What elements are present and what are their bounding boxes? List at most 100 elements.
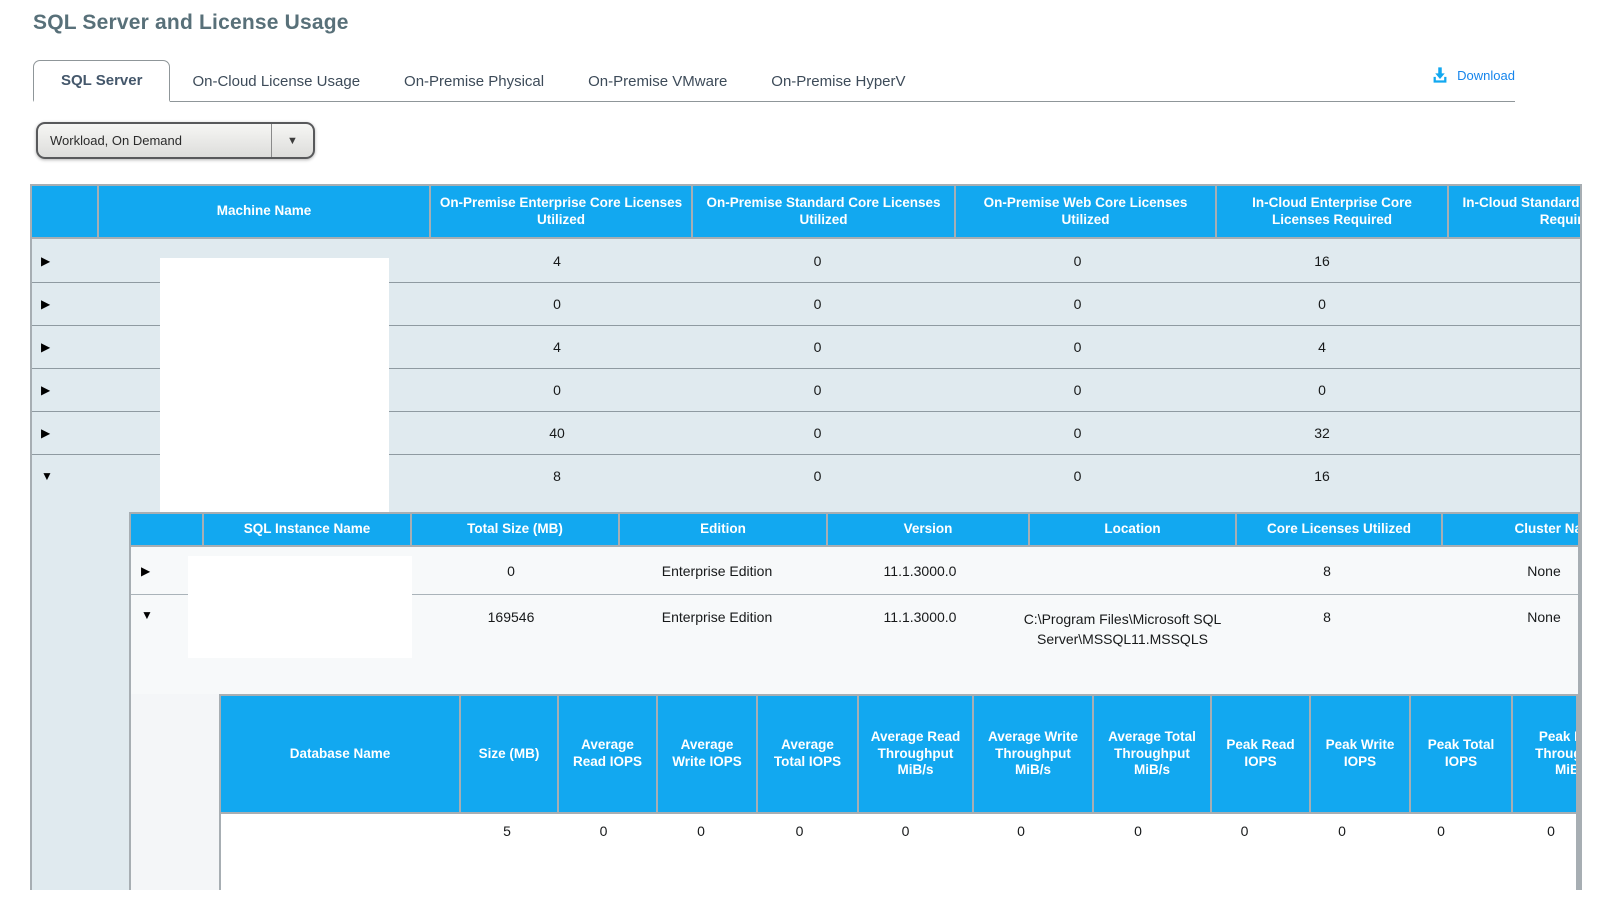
database-row: 5 0 0 0 0 0 0 0 0 0 0 — [221, 814, 1576, 890]
value-cell: 16 — [1314, 252, 1330, 269]
value-cell: 0 — [1073, 382, 1082, 398]
value-cell: 5 — [503, 823, 511, 839]
col-avg-write-throughput: Average Write Throughput MiB/s — [974, 696, 1092, 812]
expand-row-button[interactable]: ▶ — [41, 297, 51, 311]
value-cell: Enterprise Edition — [661, 609, 773, 625]
expand-row-button[interactable]: ▶ — [141, 563, 151, 578]
value-cell: 0 — [1134, 823, 1142, 839]
value-cell: 0 — [813, 296, 822, 312]
col-version: Version — [828, 514, 1028, 545]
value-cell: 11.1.3000.0 — [883, 609, 957, 625]
machine-table-header: Machine Name On-Premise Enterprise Core … — [32, 186, 1580, 239]
value-cell: 4 — [1318, 339, 1326, 355]
chevron-down-icon: ▼ — [271, 124, 313, 157]
col-onprem-standard-core: On-Premise Standard Core Licenses Utiliz… — [693, 186, 954, 237]
col-avg-write-iops: Average Write IOPS — [658, 696, 756, 812]
tab-bar: SQL Server On-Cloud License Usage On-Pre… — [33, 59, 1515, 102]
col-avg-read-iops: Average Read IOPS — [559, 696, 656, 812]
value-cell: 0 — [795, 823, 804, 839]
col-onprem-enterprise-core: On-Premise Enterprise Core Licenses Util… — [431, 186, 691, 237]
value-cell: 0 — [1073, 468, 1082, 484]
expand-row-button[interactable]: ▶ — [41, 253, 51, 268]
expander-column-header — [32, 186, 97, 237]
value-cell: 0 — [1318, 382, 1326, 398]
value-cell: 0 — [901, 823, 910, 839]
download-label: Download — [1457, 67, 1515, 83]
col-cluster-name: Cluster Name — [1443, 514, 1578, 545]
col-avg-read-throughput: Average Read Throughput MiB/s — [859, 696, 972, 812]
tab-on-premise-vmware[interactable]: On-Premise VMware — [588, 73, 728, 90]
col-size-mb: Size (MB) — [461, 696, 557, 812]
page-title: SQL Server and License Usage — [33, 11, 349, 34]
expand-row-button[interactable]: ▶ — [41, 340, 51, 354]
col-avg-total-throughput: Average Total Throughput MiB/s — [1094, 696, 1210, 812]
redacted-instance-names — [188, 556, 412, 658]
value-cell: 4 — [553, 252, 561, 269]
tab-on-premise-physical[interactable]: On-Premise Physical — [404, 73, 545, 90]
database-table: Database Name Size (MB) Average Read IOP… — [219, 694, 1578, 890]
value-cell: 0 — [813, 425, 822, 441]
value-cell: None — [1527, 562, 1561, 579]
value-cell: 8 — [553, 468, 561, 484]
col-peak-write-iops: Peak Write IOPS — [1311, 696, 1409, 812]
col-sql-instance-name: SQL Instance Name — [204, 514, 410, 545]
col-onprem-web-core: On-Premise Web Core Licenses Utilized — [956, 186, 1215, 237]
instance-table-header: SQL Instance Name Total Size (MB) Editio… — [131, 514, 1578, 547]
tab-sql-server[interactable]: SQL Server — [33, 60, 171, 102]
value-cell: 0 — [813, 252, 822, 269]
redacted-machine-names — [160, 258, 389, 512]
value-cell: None — [1527, 609, 1561, 625]
value-cell: 0 — [1240, 823, 1249, 839]
value-cell: 0 — [1073, 296, 1082, 312]
location-cell: C:\Program Files\Microsoft SQL Server\MS… — [1023, 611, 1222, 648]
col-incloud-standard-core: In-Cloud Standard Core Licenses Required — [1449, 186, 1580, 237]
col-total-size-mb: Total Size (MB) — [412, 514, 618, 545]
value-cell: 32 — [1314, 425, 1330, 441]
download-button[interactable]: Download — [1430, 65, 1515, 85]
value-cell: 0 — [1318, 296, 1326, 312]
value-cell: 16 — [1314, 468, 1330, 484]
collapse-row-button[interactable]: ▼ — [141, 608, 153, 622]
value-cell: 0 — [1017, 823, 1025, 839]
value-cell: 0 — [813, 382, 822, 398]
value-cell: 0 — [1073, 425, 1082, 441]
expand-row-button[interactable]: ▶ — [41, 383, 51, 397]
value-cell: 0 — [1338, 823, 1346, 839]
value-cell: 0 — [553, 382, 561, 398]
col-peak-read-throughput: Peak Read Throughput MiB/s — [1513, 696, 1576, 812]
value-cell: 0 — [599, 823, 608, 839]
download-icon — [1433, 67, 1447, 83]
expander-column-header — [131, 514, 202, 545]
col-core-licenses-utilized: Core Licenses Utilized — [1237, 514, 1441, 545]
col-database-name: Database Name — [221, 696, 459, 812]
col-peak-read-iops: Peak Read IOPS — [1212, 696, 1309, 812]
value-cell: 0 — [1073, 339, 1082, 355]
value-cell: 4 — [553, 339, 561, 355]
workload-filter-select[interactable]: Workload, On Demand ▼ — [36, 122, 315, 159]
expand-row-button[interactable]: ▶ — [41, 426, 51, 440]
database-table-header: Database Name Size (MB) Average Read IOP… — [221, 696, 1576, 814]
value-cell: Enterprise Edition — [661, 562, 773, 579]
tab-on-premise-hyperv[interactable]: On-Premise HyperV — [771, 73, 906, 90]
col-machine-name: Machine Name — [99, 186, 429, 237]
col-peak-total-iops: Peak Total IOPS — [1411, 696, 1511, 812]
value-cell: 8 — [1323, 562, 1331, 579]
col-avg-total-iops: Average Total IOPS — [758, 696, 857, 812]
value-cell: 0 — [813, 468, 822, 484]
value-cell: 0 — [507, 562, 515, 579]
workload-filter-value: Workload, On Demand — [50, 133, 182, 148]
value-cell: 8 — [1323, 609, 1331, 625]
value-cell: 0 — [553, 296, 561, 312]
collapse-row-button[interactable]: ▼ — [41, 469, 53, 483]
instance-row-expanded: ▼ 169546 Enterprise Edition 11.1.3000.0 … — [131, 594, 1578, 694]
expanded-row-gap — [32, 497, 1580, 512]
value-cell: 11.1.3000.0 — [883, 562, 957, 579]
col-location: Location — [1030, 514, 1235, 545]
value-cell: 0 — [1547, 823, 1555, 839]
value-cell: 0 — [813, 339, 822, 355]
col-edition: Edition — [620, 514, 826, 545]
value-cell: 0 — [1073, 252, 1082, 269]
tab-on-cloud-license-usage[interactable]: On-Cloud License Usage — [192, 73, 361, 90]
value-cell: 40 — [549, 425, 565, 441]
